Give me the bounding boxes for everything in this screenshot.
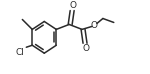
- Text: O: O: [90, 21, 98, 30]
- Text: O: O: [82, 44, 89, 53]
- Text: O: O: [69, 1, 76, 10]
- Text: Cl: Cl: [16, 48, 25, 57]
